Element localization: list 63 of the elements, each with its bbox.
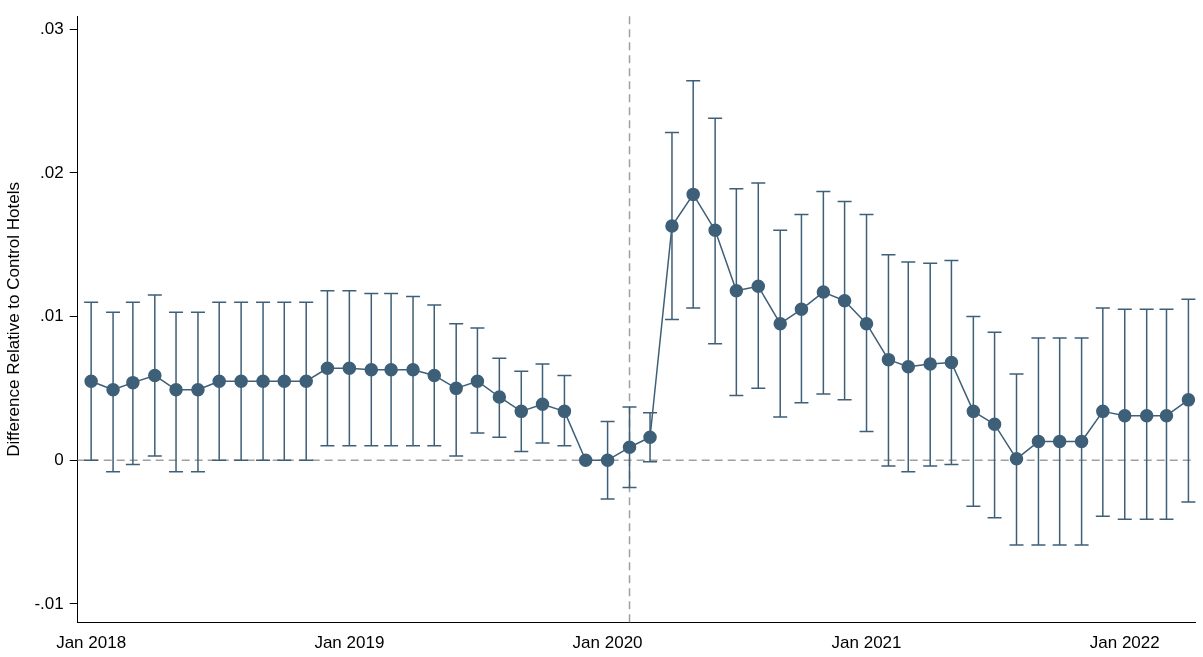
point xyxy=(492,390,507,404)
y-tick-label: -.01 xyxy=(34,593,64,613)
point xyxy=(557,404,572,419)
point xyxy=(600,453,615,467)
point xyxy=(364,362,379,377)
point xyxy=(169,383,183,397)
point xyxy=(837,293,852,308)
point xyxy=(751,279,766,294)
x-tick-label: Jan 2021 xyxy=(831,633,902,653)
point xyxy=(708,223,722,238)
point xyxy=(622,440,637,455)
point xyxy=(342,361,357,376)
point xyxy=(256,374,270,388)
point xyxy=(320,361,335,376)
point xyxy=(923,357,937,371)
point xyxy=(773,316,787,331)
point xyxy=(299,374,313,388)
point xyxy=(859,316,874,331)
point xyxy=(686,187,700,202)
point xyxy=(277,374,292,388)
point xyxy=(794,302,809,317)
point xyxy=(514,404,529,419)
point xyxy=(470,374,485,388)
y-tick-label: .03 xyxy=(40,18,64,38)
x-tick-label: Jan 2018 xyxy=(56,633,127,653)
point xyxy=(1118,408,1132,423)
point xyxy=(881,352,896,367)
point xyxy=(406,362,420,377)
point xyxy=(384,362,398,377)
point xyxy=(665,219,679,233)
point xyxy=(643,430,657,444)
point xyxy=(84,374,98,388)
point xyxy=(535,397,550,411)
point xyxy=(816,285,831,299)
point xyxy=(1181,393,1196,407)
y-axis-title: Difference Relative to Control Hotels xyxy=(3,182,23,457)
point xyxy=(966,404,981,419)
y-tick-label: 0 xyxy=(54,449,64,469)
point xyxy=(212,374,226,388)
point xyxy=(1096,404,1110,419)
point xyxy=(1052,434,1067,449)
point xyxy=(234,374,248,388)
x-tick-label: Jan 2022 xyxy=(1089,633,1160,653)
point xyxy=(901,360,916,374)
point xyxy=(449,381,463,396)
point xyxy=(1074,434,1089,449)
point xyxy=(987,417,1002,432)
point xyxy=(1159,408,1174,423)
point xyxy=(126,375,140,390)
point xyxy=(944,355,959,370)
point xyxy=(148,368,162,383)
point xyxy=(1009,452,1024,466)
point xyxy=(729,283,744,298)
point xyxy=(578,453,593,467)
x-tick-label: Jan 2020 xyxy=(572,633,643,653)
x-tick-label: Jan 2019 xyxy=(314,633,385,653)
point xyxy=(1139,408,1154,423)
point xyxy=(427,368,442,383)
point xyxy=(106,383,120,397)
point xyxy=(191,383,205,397)
point xyxy=(1031,434,1046,449)
y-tick-label: .01 xyxy=(40,306,64,326)
y-tick-label: .02 xyxy=(40,162,64,182)
